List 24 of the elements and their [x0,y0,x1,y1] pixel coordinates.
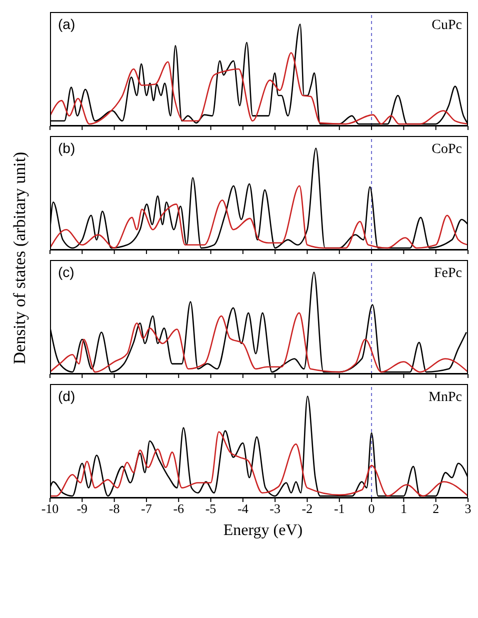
annotation: (c) [58,264,74,280]
x-axis-title: Energy (eV) [222,522,304,540]
x-tick-label: 0 [368,501,375,516]
x-tick-label: 2 [432,501,440,516]
x-tick-label: -10 [41,501,59,516]
annotation: CuPc [432,18,462,34]
x-tick-label: -6 [173,501,185,516]
x-tick-label: -9 [76,501,88,516]
x-tick-label: -2 [302,501,313,516]
x-tick-label: -3 [270,501,280,516]
annotation: FePc [434,266,462,282]
y-axis-title: Density of states (arbitary unit) [10,152,30,364]
annotation: (d) [58,388,76,404]
x-tick-label: -8 [108,501,120,516]
x-tick-label: 1 [400,501,407,516]
x-tick-label: -1 [334,501,345,516]
x-tick-label: 3 [464,501,472,516]
x-tick-label: -4 [238,501,249,516]
x-tick-label: -5 [205,501,216,516]
x-tick-label: -7 [141,501,152,516]
annotation: (a) [58,16,76,32]
annotation: CoPc [432,142,462,158]
annotation: MnPc [428,390,462,406]
annotation: (b) [58,140,76,156]
